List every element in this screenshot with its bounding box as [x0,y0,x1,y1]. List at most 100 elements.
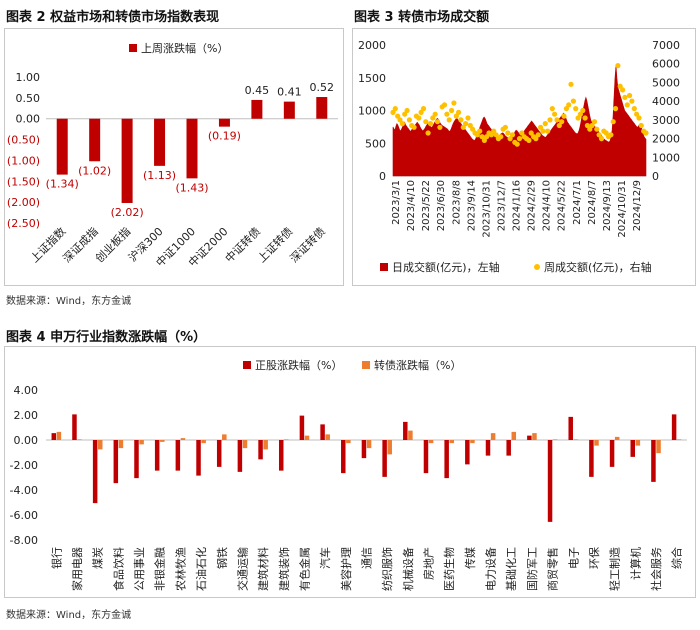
cb-bar-纺织服饰 [387,440,392,455]
cb-bar-食品饮料 [118,440,124,449]
weekly-point [559,119,565,125]
index-performance-chart: 上周涨跌幅（%） 1.00 0.50 0.00 (0.50) (1.00) (1.50) (2… [7,41,338,269]
cb-bar-基础化工 [511,431,517,440]
cb-bar-有色金属 [304,435,310,440]
weekly-point [507,136,513,142]
weekly-point [552,111,558,117]
x-tick-label: 国防军工 [525,547,539,591]
cb-bar-医药生物 [449,440,455,444]
weekly-point [570,98,576,104]
cb-bar-银行 [56,431,62,440]
weekly-point [549,106,555,112]
figure-2-frame [4,28,344,286]
y-tick-label: 0.00 [16,113,41,126]
stock-bar-医药生物 [444,440,449,479]
cb-bar-通信 [366,440,372,449]
weekly-point [568,81,574,87]
x-tick-label: 房地产 [422,547,436,580]
cb-bar-电力设备 [490,433,496,440]
stock-bar-综合 [671,414,677,440]
bar-上证转债 [283,101,295,119]
cb-bar-公用事业 [139,440,144,445]
x-tick-label: 电力设备 [484,547,498,591]
stock-bar-建筑装饰 [278,440,284,471]
y-right-tick-label: 3000 [652,114,680,127]
x-tick-label: 2024/7/1 [572,180,583,225]
cb-bar-传媒 [470,440,475,444]
bar-沪深300 [154,118,166,166]
y-tick-label: (0.50) [7,134,40,147]
stock-bar-银行 [51,433,57,440]
weekly-point [399,121,405,127]
weekly-point [598,136,605,142]
x-tick-label: 公用事业 [133,547,146,591]
weekly-point [427,121,434,127]
x-tick-label: 2023/9/14 [466,180,477,231]
weekly-point [594,126,600,132]
weekly-point [449,107,455,114]
x-tick-label: 通信 [361,547,374,569]
data-source-bottom: 数据来源：Wind，东方金诚 [6,610,132,621]
weekly-point [456,109,462,115]
weekly-point [615,63,621,69]
weekly-point [470,126,476,132]
cb-bar-石油石化 [201,440,206,444]
y-right-tick-label: 7000 [652,39,680,52]
cb-bar-汽车 [325,434,330,440]
y-left-tick-label: 500 [365,137,386,150]
weekly-point [636,115,642,121]
x-tick-label: 计算机 [628,547,642,580]
weekly-point [502,124,508,130]
weekly-point [620,87,626,93]
x-tick-label: 深证转债 [287,224,328,265]
x-tick-label: 2024/2/29 [527,180,538,231]
y-tick-label: -6.00 [10,509,38,522]
y-left-tick-label: 2000 [358,39,386,52]
x-tick-label: 食品饮料 [111,547,125,591]
legend-label-stock: 正股涨跌幅（%） [255,358,342,372]
cb-bar-国防军工 [532,433,537,440]
stock-bar-石油石化 [196,440,201,476]
stock-bar-农林牧渔 [175,440,181,471]
stock-bar-非银金融 [154,440,160,471]
stock-bar-建筑材料 [258,440,263,460]
weekly-point [624,102,630,108]
x-tick-label: 2023/5/22 [421,180,432,231]
weekly-point [432,111,438,117]
legend-label: 上周涨跌幅（%） [141,41,228,55]
weekly-point [582,115,588,121]
x-tick-label: 建筑装饰 [277,547,291,591]
bar-中证转债 [251,99,263,119]
y-left-tick-label: 1500 [358,72,386,85]
weekly-point [519,130,525,136]
y-right-tick-label: 1000 [652,151,680,164]
data-label: 0.41 [277,86,302,99]
weekly-point [402,111,408,117]
x-tick-label: 环保 [587,547,601,569]
y-right-tick-label: 6000 [652,58,680,71]
weekly-point [631,106,637,112]
y-tick-label: 0.00 [14,434,39,447]
data-label: (1.02) [78,164,111,177]
stock-bar-通信 [361,440,367,459]
legend-swatch-daily [380,263,388,271]
weekly-point [608,132,614,138]
stock-bar-食品饮料 [113,440,119,484]
bar-中证1000 [186,118,198,179]
weekly-point [498,134,504,140]
x-tick-label: 2024/4/10 [542,180,553,231]
y-right-tick-label: 5000 [652,76,680,89]
x-tick-label: 汽车 [318,547,332,569]
data-source-top: 数据来源：Wind，东方金诚 [6,296,132,307]
stock-bar-计算机 [630,440,636,457]
y-left-tick-label: 1000 [358,105,386,118]
stock-bar-社会服务 [651,440,656,482]
weekly-point [434,119,441,125]
x-tick-label: 煤炭 [92,547,105,569]
weekly-point [610,119,616,125]
weekly-point [437,124,443,130]
weekly-point [554,117,560,123]
stock-bar-机械设备 [403,421,408,440]
legend-label-daily: 日成交额(亿元)，左轴 [392,260,500,274]
stock-bar-交通运输 [237,440,243,472]
